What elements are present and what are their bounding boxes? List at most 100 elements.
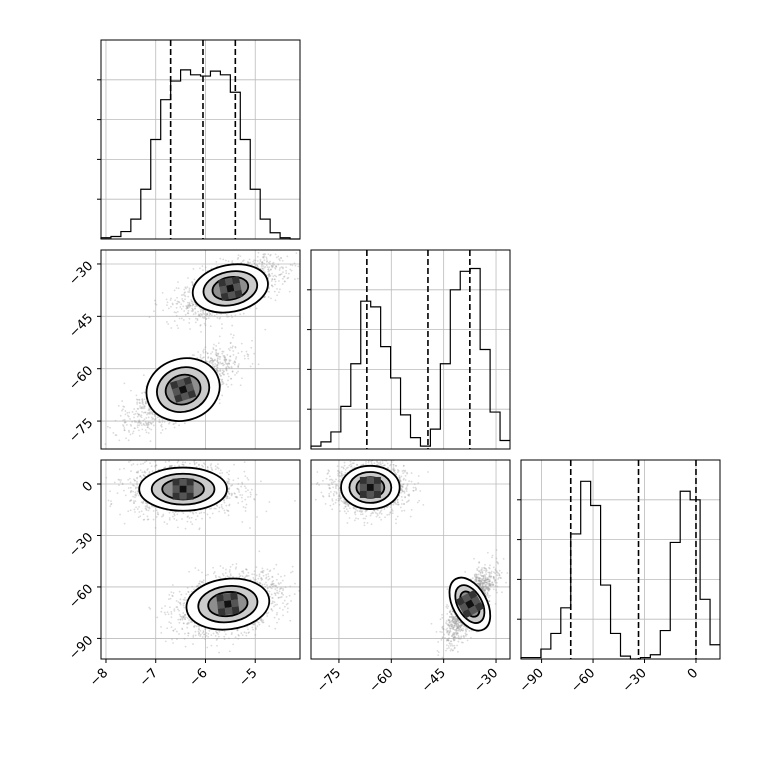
scatter-point [200,511,203,514]
scatter-point [136,403,139,405]
scatter-point [183,422,186,425]
scatter-point [191,308,194,311]
scatter-point [153,418,156,421]
scatter-point [227,477,230,480]
scatter-point [148,471,151,473]
scatter-point [181,463,184,466]
scatter-point [165,456,167,458]
scatter-point [234,314,237,317]
scatter-point [184,295,187,298]
density-pixel [233,282,242,292]
scatter-point [173,517,176,520]
density-pixel [219,285,228,294]
scatter-point [268,272,271,275]
scatter-point [128,411,131,414]
scatter-point [221,472,224,474]
scatter-point [234,345,237,348]
scatter-point [169,456,171,458]
scatter-point [253,259,256,262]
scatter-point [225,497,228,500]
scatter-point [136,486,139,489]
scatter-point [133,408,136,410]
scatter-point [175,306,178,309]
scatter-point [190,300,193,303]
scatter-point [147,432,150,434]
scatter-point [142,462,145,465]
scatter-point [149,412,151,414]
scatter-point [228,478,231,481]
scatter-point [181,518,183,520]
scatter-point [255,493,258,496]
scatter-point [221,327,223,330]
scatter-point [147,518,150,521]
scatter-point [230,365,233,368]
scatter-point [157,513,159,515]
scatter-point [283,275,286,278]
scatter-point [158,418,161,421]
density-pixel [187,389,197,399]
scatter-point [151,412,154,414]
scatter-point [115,434,118,437]
scatter-point [173,311,176,314]
scatter-point [129,500,131,502]
scatter-point [266,260,268,262]
scatter-point [224,358,227,361]
scatter-point [107,499,110,502]
scatter-point [230,377,233,380]
scatter-point [221,380,223,383]
scatter-point [229,341,232,344]
scatter-point [212,347,215,349]
scatter-point [155,516,158,518]
scatter-point [216,369,219,372]
scatter-point [249,493,252,496]
scatter-point [219,368,222,371]
scatter-point [166,321,168,323]
scatter-point [186,520,189,523]
scatter-point [172,511,174,514]
scatter-point [159,421,161,424]
scatter-point [274,280,277,283]
scatter-point [145,423,148,426]
scatter-point [124,421,127,424]
scatter-point [132,463,135,465]
scatter-point [183,292,186,294]
scatter-point [188,303,191,306]
scatter-point [134,494,137,496]
scatter-point [153,415,156,418]
scatter-point [141,410,143,413]
scatter-point [138,421,140,424]
scatter-point [220,374,223,377]
scatter-point [261,261,264,264]
scatter-point [176,302,179,305]
scatter-point [163,421,166,423]
scatter-point [113,481,116,484]
scatter-point [222,350,225,353]
scatter-point [241,260,244,263]
density-pixel [218,278,227,288]
scatter-point [271,262,274,265]
scatter-point [142,374,145,377]
scatter-point [218,370,221,372]
scatter-point [216,354,218,357]
scatter-point [224,259,227,262]
density-pixel [227,291,236,300]
scatter-point [271,264,274,267]
scatter-point [129,486,132,489]
scatter-point [170,465,172,468]
scatter-point [143,398,146,401]
scatter-point [144,402,147,405]
scatter-point [270,268,272,271]
scatter-point [221,362,224,365]
scatter-point [256,263,258,266]
scatter-point [223,363,225,366]
scatter-point [202,356,204,359]
scatter-point [233,363,236,366]
scatter-point [198,527,201,530]
scatter-point [191,282,194,285]
scatter-point [136,412,139,415]
scatter-point [154,465,156,468]
scatter-point [239,494,242,496]
scatter-point [194,307,197,310]
scatter-point [131,411,134,413]
